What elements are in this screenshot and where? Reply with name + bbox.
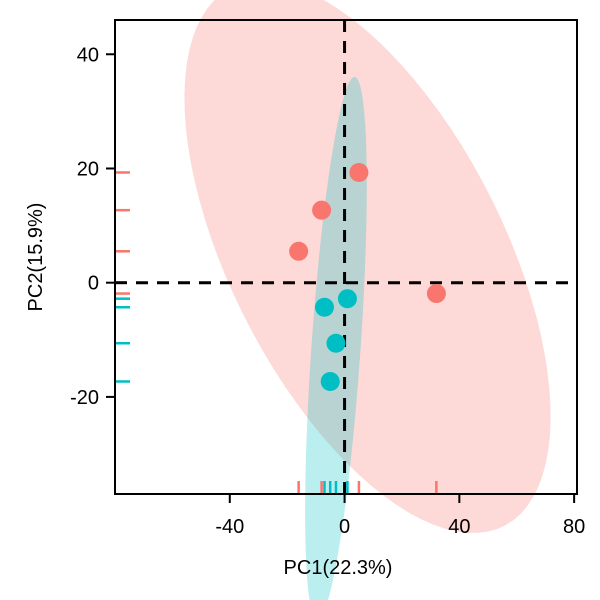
data-point-series-2 xyxy=(320,371,340,391)
data-point-series-2 xyxy=(314,297,334,317)
y-tick-label: 40 xyxy=(77,44,99,66)
data-points xyxy=(289,162,446,391)
data-point-series-1 xyxy=(426,284,446,304)
x-axis-title: PC1(22.3%) xyxy=(284,557,393,579)
reference-lines xyxy=(115,20,577,494)
y-tick-label: 20 xyxy=(77,158,99,180)
x-tick-label: 0 xyxy=(339,516,350,538)
axis-ticks: -40 0 40 80 -20 0 20 40 xyxy=(70,44,585,538)
data-point-series-1 xyxy=(289,241,309,261)
x-tick-label: 40 xyxy=(448,516,470,538)
confidence-ellipse-1 xyxy=(184,0,551,533)
data-point-series-1 xyxy=(349,162,369,182)
y-axis-title: PC2(15.9%) xyxy=(25,203,47,312)
data-point-series-2 xyxy=(337,289,357,309)
y-tick-label: 0 xyxy=(88,273,99,295)
plot-frame xyxy=(114,19,578,495)
data-point-series-2 xyxy=(326,333,346,353)
x-tick-label: -40 xyxy=(215,516,244,538)
rug-marks xyxy=(116,171,438,493)
y-tick-label: -20 xyxy=(70,387,99,409)
data-point-series-1 xyxy=(312,200,332,220)
x-tick-label: 80 xyxy=(563,516,585,538)
confidence-ellipses xyxy=(184,0,551,600)
